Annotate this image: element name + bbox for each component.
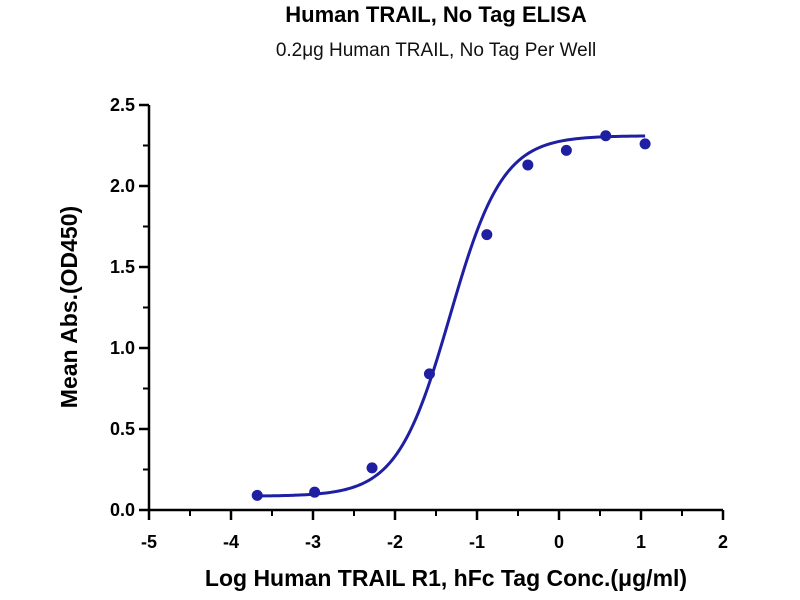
x-tick-label: -4 (223, 532, 239, 552)
data-point (600, 130, 612, 142)
y-axis: 0.0 0.5 1.0 1.5 2.0 2.5 (110, 95, 151, 520)
x-axis: -5 -4 -3 -2 -1 0 1 2 (141, 508, 728, 552)
data-point (366, 462, 378, 474)
data-point (560, 144, 572, 156)
y-tick-label: 0.0 (110, 500, 135, 520)
y-tick-label: 1.0 (110, 338, 135, 358)
chart-subtitle: 0.2μg Human TRAIL, No Tag Per Well (276, 40, 596, 61)
chart-title: Human TRAIL, No Tag ELISA (285, 2, 587, 27)
y-tick-label: 1.5 (110, 257, 135, 277)
data-point (639, 138, 651, 150)
x-tick-label: 2 (718, 532, 728, 552)
x-tick-label: -1 (469, 532, 485, 552)
data-point (251, 489, 263, 501)
x-tick-label: 1 (636, 532, 646, 552)
y-tick-label: 2.5 (110, 95, 135, 115)
data-point (309, 486, 321, 498)
y-axis-label: Mean Abs.(OD450) (56, 206, 82, 408)
y-tick-label: 2.0 (110, 176, 135, 196)
fit-curve (257, 134, 646, 498)
x-tick-label: -5 (141, 532, 157, 552)
x-tick-label: 0 (554, 532, 564, 552)
data-points (251, 130, 651, 501)
x-tick-label: -2 (387, 532, 403, 552)
y-tick-label: 0.5 (110, 419, 135, 439)
data-point (522, 159, 534, 171)
data-point (423, 368, 435, 380)
x-tick-label: -3 (305, 532, 321, 552)
data-point (481, 229, 493, 241)
x-axis-label: Log Human TRAIL R1, hFc Tag Conc.(μg/ml) (205, 565, 687, 591)
